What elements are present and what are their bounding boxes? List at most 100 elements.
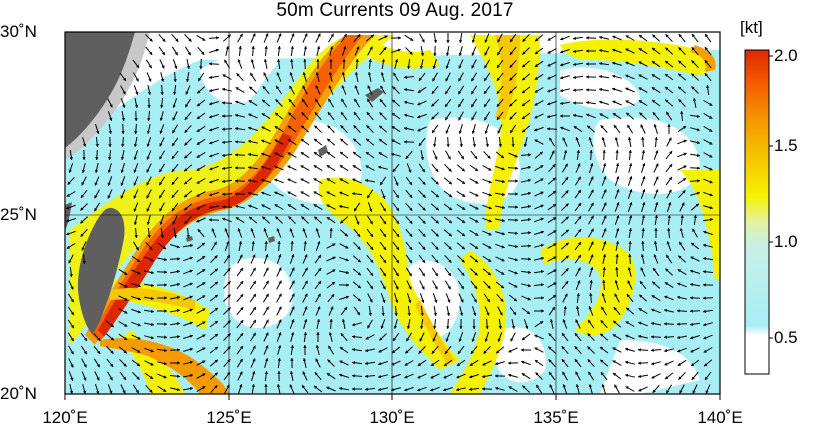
current-arrow-head: [638, 361, 641, 365]
current-arrow-head: [160, 92, 164, 95]
current-arrow-head: [549, 137, 553, 141]
current-arrow-head: [588, 319, 592, 324]
current-arrow-head: [380, 85, 384, 89]
current-arrow-head: [134, 104, 139, 108]
current-arrow-head: [252, 306, 256, 311]
current-arrow-head: [265, 33, 269, 37]
current-arrow-head: [222, 153, 225, 157]
current-arrow-head: [352, 348, 355, 352]
current-arrow-head: [396, 259, 399, 264]
current-arrow-head: [527, 297, 531, 301]
current-arrow-head: [627, 280, 631, 284]
current-arrow-head: [690, 309, 693, 313]
current-arrow-head: [378, 165, 382, 169]
current-arrow-head: [251, 241, 255, 244]
current-arrow-head: [339, 204, 343, 209]
current-arrow-head: [123, 77, 126, 81]
current-arrow-head: [149, 246, 153, 250]
current-arrow-head: [419, 65, 424, 69]
current-arrow-head: [628, 241, 632, 244]
current-arrow-head: [277, 241, 281, 244]
current-arrow-head: [252, 267, 256, 271]
current-arrow-head: [475, 193, 479, 197]
current-arrow-head: [677, 269, 681, 273]
current-arrow-head: [508, 349, 512, 353]
current-arrow-head: [290, 59, 294, 62]
current-arrow-head: [237, 59, 241, 63]
current-arrow-head: [590, 163, 594, 167]
current-arrow-head: [514, 244, 518, 248]
current-arrow-head: [534, 334, 538, 338]
current-arrow-head: [209, 218, 212, 222]
current-arrow-head: [196, 115, 201, 119]
current-arrow-head: [528, 270, 531, 274]
current-arrow-head: [137, 310, 141, 314]
current-arrow-head: [177, 322, 180, 326]
current-arrow-head: [576, 150, 580, 153]
current-arrow-head: [653, 241, 658, 245]
current-arrow-head: [209, 193, 213, 197]
current-arrow-head: [443, 388, 447, 392]
current-arrow-head: [471, 78, 475, 82]
current-arrow-head: [696, 140, 700, 145]
current-arrow-head: [691, 60, 695, 64]
current-arrow-head: [356, 221, 360, 225]
current-arrow-head: [315, 345, 320, 349]
current-arrow-head: [159, 195, 163, 199]
current-arrow-head: [565, 177, 569, 181]
current-arrow-head: [668, 137, 672, 141]
current-arrow-head: [484, 130, 488, 134]
current-arrow-head: [365, 165, 369, 169]
current-arrow-head: [511, 144, 515, 147]
current-arrow-head: [70, 338, 74, 342]
current-arrow-head: [70, 377, 74, 381]
current-arrow-head: [639, 112, 643, 116]
current-arrow-head: [651, 321, 655, 326]
current-arrow-head: [588, 306, 592, 310]
current-arrow-head: [380, 181, 384, 186]
current-arrow-head: [475, 232, 479, 236]
current-arrow-head: [625, 373, 629, 378]
current-arrow-head: [576, 306, 580, 309]
current-arrow-head: [474, 259, 478, 263]
current-arrow-head: [146, 156, 150, 160]
current-arrow-head: [422, 194, 426, 198]
current-arrow-head: [655, 176, 659, 180]
current-arrow-head: [615, 150, 619, 153]
current-arrow-head: [122, 104, 126, 108]
current-arrow-head: [189, 347, 193, 351]
lon-label-125e: 125˚E: [206, 408, 252, 427]
current-arrow-head: [94, 169, 99, 173]
current-arrow-head: [353, 138, 357, 142]
current-arrow-head: [461, 233, 465, 236]
current-arrow-head: [379, 337, 383, 341]
current-arrow-head: [366, 138, 370, 142]
current-arrow-head: [327, 125, 331, 129]
current-arrow-head: [287, 139, 291, 143]
current-arrow-head: [612, 347, 616, 351]
current-arrow-head: [189, 308, 193, 312]
current-arrow-head: [151, 296, 154, 300]
current-arrow-head: [173, 235, 177, 238]
current-arrow-head: [498, 326, 502, 329]
current-arrow-head: [123, 376, 126, 380]
current-arrow-head: [514, 271, 518, 275]
current-arrow-head: [627, 137, 632, 141]
current-arrow-head: [124, 297, 128, 301]
current-arrow-head: [164, 296, 167, 300]
current-arrow-head: [265, 319, 269, 323]
current-arrow-head: [448, 259, 452, 263]
current-arrow-head: [339, 386, 343, 391]
current-arrow-head: [421, 39, 425, 43]
current-arrow-head: [289, 228, 293, 232]
current-arrow-head: [289, 371, 294, 375]
current-arrow-head: [562, 371, 566, 375]
current-arrow-head: [565, 203, 569, 207]
current-arrow-head: [432, 129, 436, 134]
current-arrow-head: [108, 157, 112, 160]
current-arrow-head: [238, 46, 242, 49]
current-arrow-head: [123, 336, 128, 340]
current-arrow-head: [287, 204, 291, 208]
current-arrow-head: [391, 126, 395, 130]
current-arrow-head: [66, 245, 70, 249]
